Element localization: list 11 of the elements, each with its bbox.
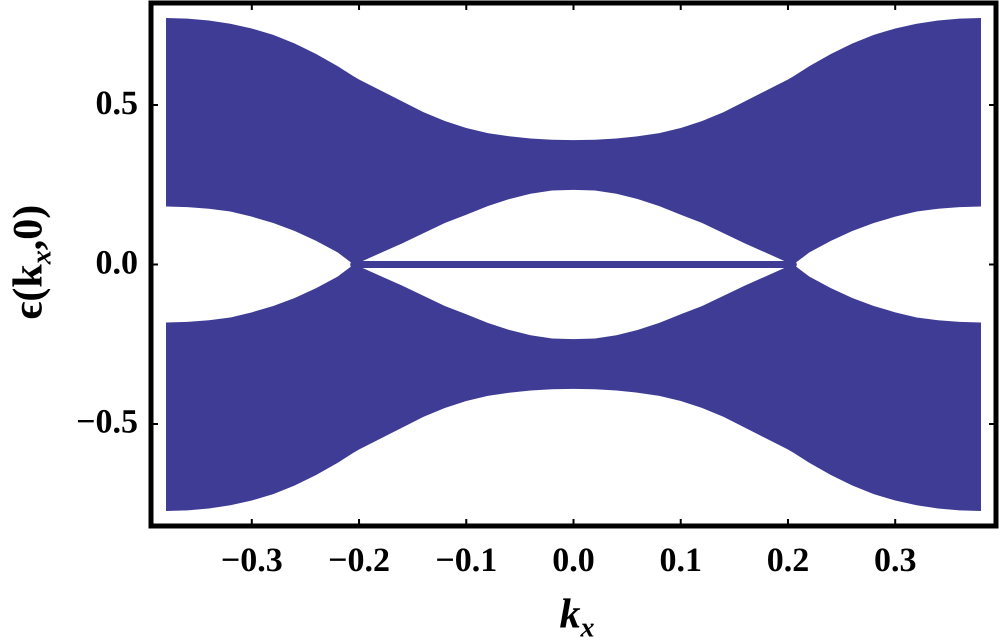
x-tick-label: −0.2 [328,542,390,580]
x-axis-title: k$_{x}$ [560,591,594,643]
x-tick-label: −0.3 [220,542,283,580]
x-tick-label: 0.0 [552,542,595,580]
y-tick-label: −0.5 [76,404,138,441]
x-tick-label: −0.1 [435,542,498,580]
x-tick-label: 0.2 [766,542,810,580]
x-tick-label: 0.1 [659,542,702,580]
y-tick-label: 0.0 [96,244,138,282]
x-tick-label: 0.3 [874,542,916,580]
y-tick-label: 0.5 [96,84,138,122]
